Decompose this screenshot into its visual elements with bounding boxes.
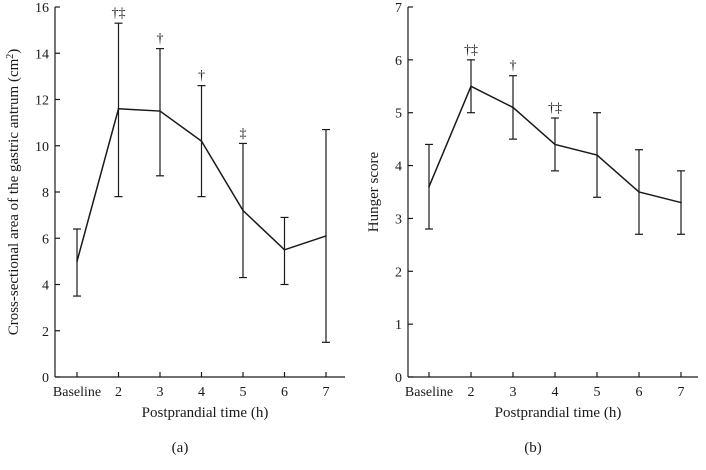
y-tick-label: 2 [395,265,402,280]
axes [407,6,698,378]
x-axis-title: Postprandial time (h) [495,405,622,421]
significance-marker: †‡ [112,6,126,21]
y-tick-label: 8 [42,186,49,201]
data-point [638,191,640,193]
x-tick-label: 6 [636,385,643,400]
y-tick-label: 4 [42,279,49,294]
y-tick-label: 14 [35,47,49,62]
y-tick-label: 6 [42,232,49,247]
y-axis-title: Cross-sectional area of the gastric antr… [5,49,23,336]
y-axis-title: Hunger score [366,151,382,232]
x-tick-label: 3 [510,385,517,400]
error-bar [73,228,81,297]
y-tick-label: 16 [35,1,49,16]
x-tick-label: 2 [115,385,122,400]
x-tick-label: Baseline [405,385,453,400]
data-point [117,107,120,110]
axes [54,6,345,378]
data-point [680,201,682,204]
y-tick-label: 2 [42,325,49,340]
data-point [159,110,161,112]
data-point [200,140,203,142]
data-point [283,249,286,251]
y-tick-label: 12 [35,94,49,109]
significance-marker: † [198,69,205,84]
data-point [512,106,514,109]
x-tick-label: 3 [157,385,164,400]
x-tick-label: 5 [594,385,601,400]
panel-label: (a) [172,440,189,456]
y-tick-label: 0 [395,371,402,386]
x-tick-label: 2 [468,385,475,400]
significance-marker: †‡ [464,43,478,58]
data-point [596,154,598,156]
x-tick-label: 4 [198,385,205,400]
x-tick-label: 7 [678,385,685,400]
x-tick-label: 6 [281,385,288,400]
data-point [76,260,78,263]
x-axis-title: Postprandial time (h) [142,405,269,421]
significance-marker: † [157,32,164,47]
y-tick-label: 6 [395,54,402,69]
y-tick-label: 0 [42,371,49,386]
data-point [428,185,430,188]
data-point [470,85,472,88]
significance-marker: † [510,59,517,74]
y-tick-label: 10 [35,140,49,155]
y-tick-label: 4 [395,160,402,175]
data-point [554,143,556,146]
x-tick-label: Baseline [53,385,101,400]
error-bar [156,48,164,177]
data-point [325,235,327,237]
error-bar [280,216,289,286]
x-tick-label: 4 [552,385,559,400]
data-point [242,209,244,212]
y-tick-label: 5 [395,107,402,122]
y-tick-label: 3 [395,212,402,227]
panel-label: (b) [524,440,542,456]
panel-b: 0 1 2 3 4 5 6 7 Baseline 2 3 4 5 6 7 †‡ † †‡ Postprandial … [366,1,698,456]
y-tick-label: 7 [395,1,402,16]
significance-marker: ‡ [240,126,247,141]
x-tick-label: 5 [240,385,247,400]
x-tick-label: 7 [323,385,330,400]
significance-marker: †‡ [548,101,562,116]
y-tick-label: 1 [395,318,402,333]
